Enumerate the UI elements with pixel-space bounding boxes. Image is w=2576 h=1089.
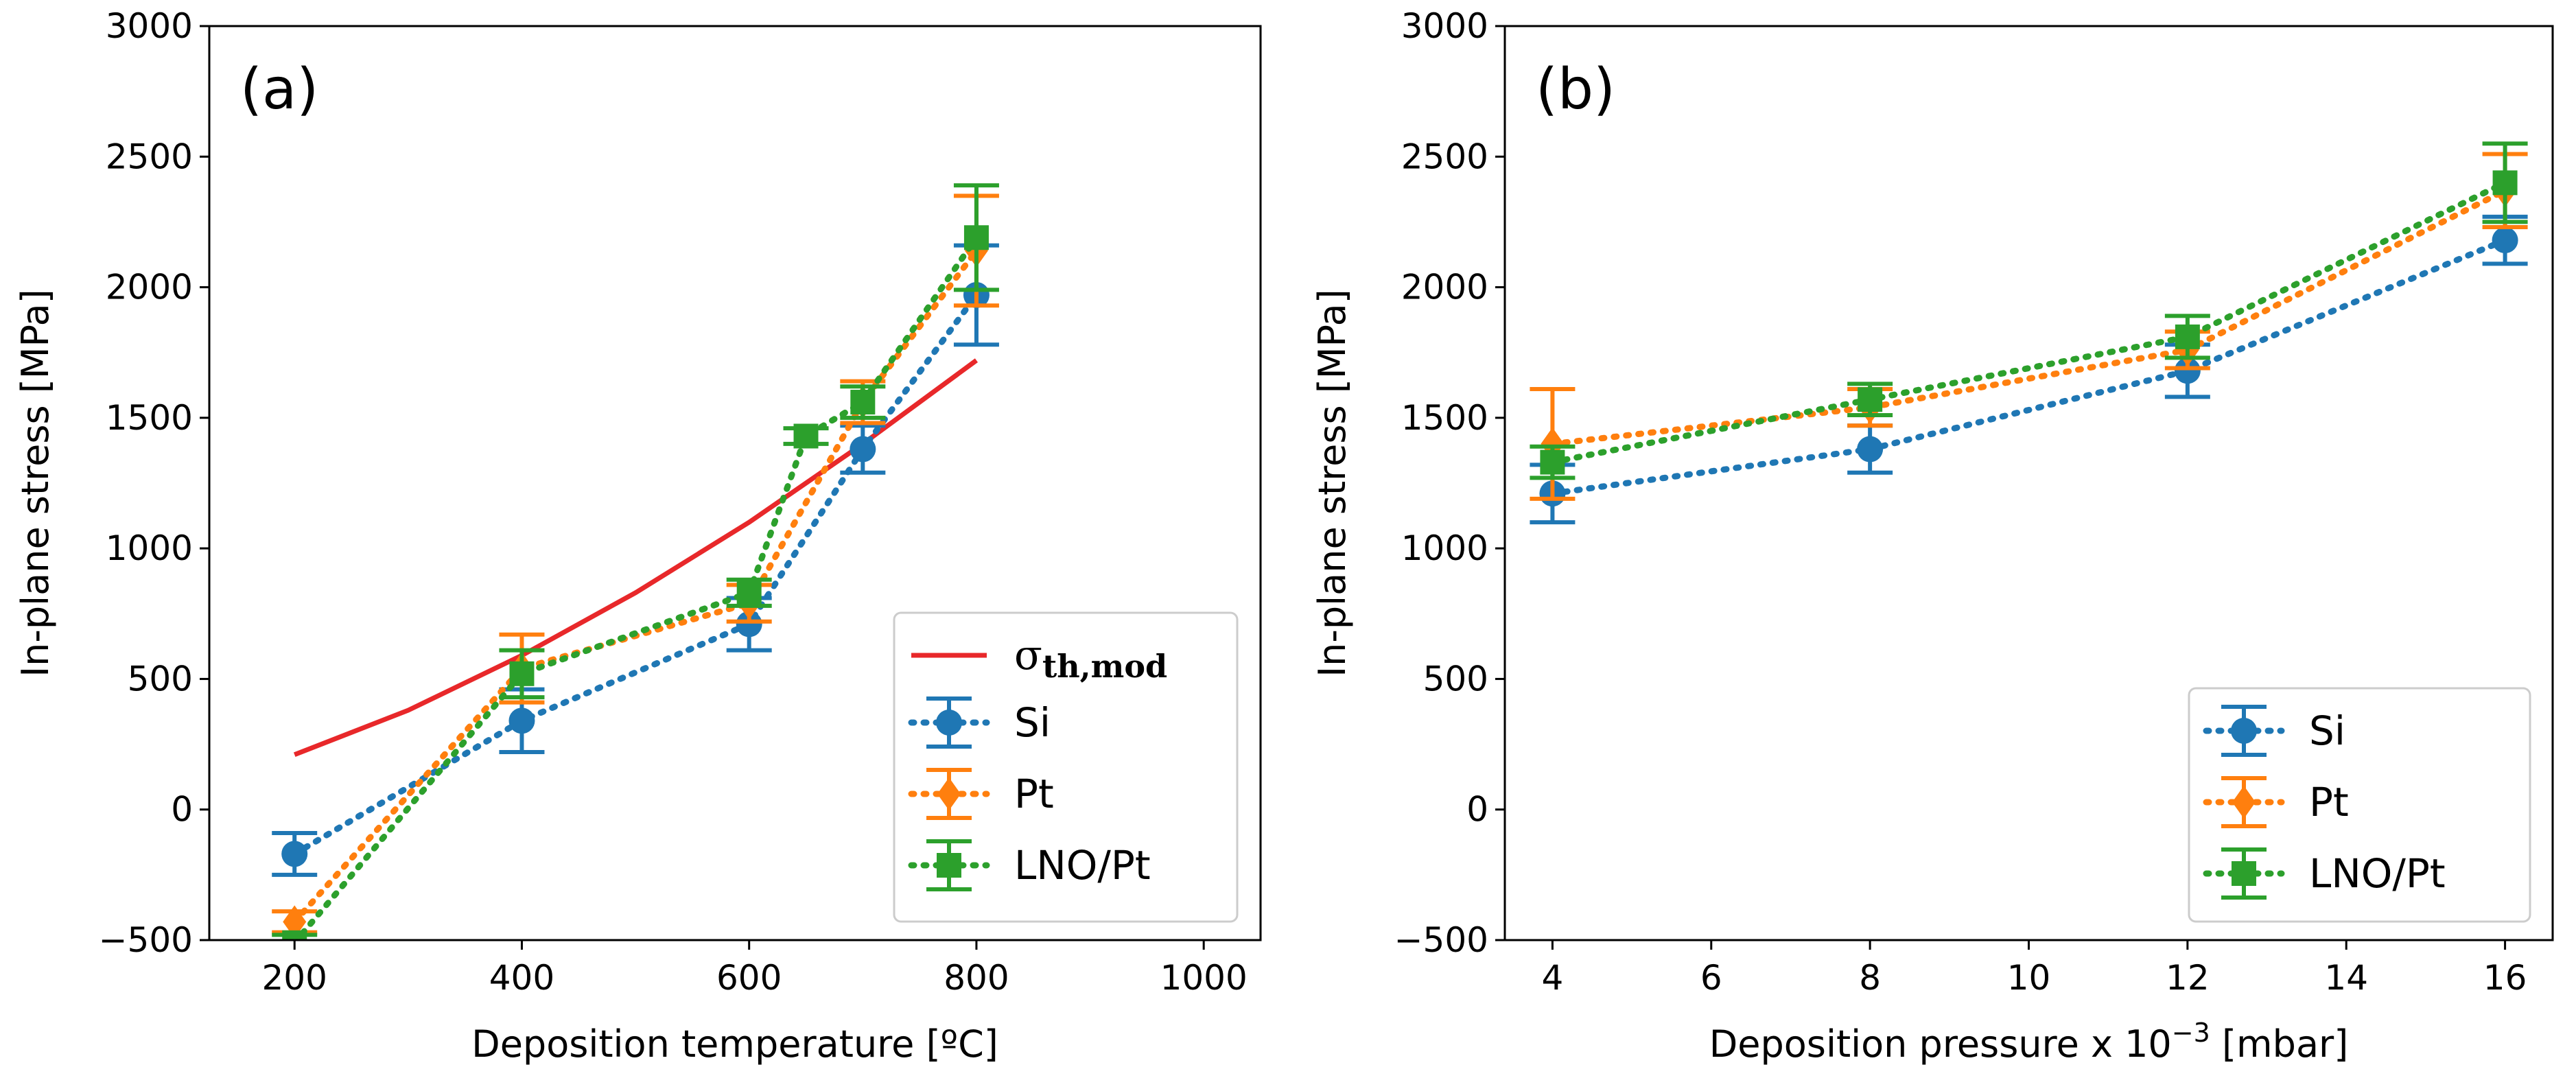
- x-tick-label: 12: [2166, 958, 2210, 998]
- plot-area: [1530, 141, 2528, 525]
- plot-area: [272, 183, 999, 940]
- y-tick-label: 2000: [1401, 268, 1488, 307]
- legend-label-si: Si: [2309, 707, 2345, 754]
- data-point-lno-pt: [963, 225, 989, 250]
- series-lno-pt: [1530, 141, 2528, 480]
- data-point-lno-pt: [1540, 449, 1565, 475]
- series-line-pt: [291, 247, 980, 925]
- legend-handle-si: [908, 696, 990, 749]
- legend-label-si: Si: [1014, 699, 1051, 746]
- data-point-lno-pt: [2492, 170, 2518, 196]
- data-point-lno-pt: [736, 580, 762, 605]
- legend-marker-lno-pt: [2232, 861, 2256, 886]
- y-tick-label: 0: [171, 790, 193, 830]
- series-pt: [272, 194, 999, 939]
- legend-label-sigma: σ: [1014, 631, 1042, 679]
- y-tick-label: −500: [99, 920, 193, 960]
- y-tick-label: 3000: [106, 6, 193, 46]
- x-axis-label-main: Deposition temperature [ºC]: [471, 1022, 998, 1066]
- x-tick-label: 800: [944, 958, 1009, 998]
- legend-marker-pt: [937, 777, 961, 810]
- data-point-si: [736, 611, 762, 637]
- y-tick-label: 0: [1466, 790, 1488, 830]
- legend-handle-si: [2203, 705, 2285, 757]
- y-tick-label: 500: [1423, 659, 1488, 699]
- y-tick-label: 500: [128, 659, 193, 699]
- y-tick-label: −500: [1394, 920, 1488, 960]
- y-tick-label: 1500: [1401, 398, 1488, 438]
- data-point-lno-pt: [509, 661, 535, 686]
- x-tick-label: 8: [1859, 958, 1881, 998]
- y-tick-label: 1500: [106, 398, 193, 438]
- data-point-pt: [283, 905, 307, 939]
- y-tick-label: 1000: [106, 528, 193, 568]
- y-axis-label: In-plane stress [MPa]: [14, 289, 57, 677]
- x-tick-label: 600: [716, 958, 782, 998]
- panel-label: (b): [1536, 57, 1615, 122]
- data-point-si: [508, 707, 535, 734]
- x-tick-label: 400: [489, 958, 554, 998]
- data-point-lno-pt: [850, 390, 876, 415]
- data-point-lno-pt: [1858, 387, 1883, 412]
- legend-label-model-line: σth,mod: [1014, 631, 1167, 685]
- x-axis-label-unit: [mbar]: [2210, 1022, 2348, 1066]
- y-axis-label: In-plane stress [MPa]: [1311, 289, 1354, 677]
- series-line-si: [291, 292, 980, 857]
- data-point-lno-pt: [2175, 324, 2200, 349]
- axes-frame: [208, 25, 1262, 941]
- panel-label: (a): [240, 57, 318, 122]
- legend-handle-lno-pt: [908, 839, 990, 891]
- data-point-si: [281, 841, 308, 867]
- panel-b: −500 0 500 1000 1500 2000 2500 3000 4 6 8 10 12 14 16 D…: [1311, 6, 2554, 1066]
- x-axis-label: Deposition temperature [ºC]: [471, 1022, 998, 1066]
- legend: Si Pt LNO/Pt: [2188, 687, 2531, 923]
- y-tick-label: 2500: [1401, 137, 1488, 176]
- panel-a: −500 0 500 1000 1500 2000 2500 3000 200 400 600 800…: [14, 6, 1262, 1066]
- y-tick-label: 3000: [1401, 6, 1488, 46]
- legend-handle-pt: [908, 768, 990, 820]
- x-axis-label-exponent: −3: [2172, 1018, 2210, 1048]
- y-tick-label: 2000: [106, 268, 193, 307]
- x-tick-label: 4: [1542, 958, 1564, 998]
- x-axis-label-main: Deposition pressure x 10: [1709, 1022, 2172, 1066]
- y-tick-label: 1000: [1401, 528, 1488, 568]
- legend-marker-si: [936, 710, 962, 736]
- legend-label-pt: Pt: [2309, 779, 2349, 825]
- legend-box: [893, 611, 1239, 923]
- data-point-si: [2492, 227, 2518, 254]
- legend: σth,mod Si Pt LNO/Pt: [893, 611, 1239, 923]
- legend-marker-pt: [2232, 786, 2256, 819]
- legend-handle-lno-pt: [2203, 847, 2285, 900]
- axes-frame: [1503, 25, 2554, 941]
- data-point-lno-pt: [793, 423, 819, 449]
- series-line-si: [1549, 237, 2509, 497]
- series-line-lno-pt: [1549, 179, 2509, 466]
- x-tick-label: 16: [2483, 958, 2527, 998]
- x-tick-label: 200: [261, 958, 327, 998]
- legend-marker-si: [2231, 718, 2257, 744]
- series-pt: [1530, 152, 2528, 501]
- legend-label-lno-pt: LNO/Pt: [1014, 842, 1151, 889]
- series-line-pt: [1549, 187, 2509, 447]
- data-point-si: [850, 436, 876, 462]
- series-lno-pt: [272, 183, 999, 940]
- legend-label-lno-pt: LNO/Pt: [2309, 850, 2446, 897]
- series-line-lno-pt: [292, 234, 980, 940]
- data-point-lno-pt: [282, 930, 307, 940]
- data-point-si: [1857, 436, 1884, 462]
- y-tick-label: 2500: [106, 137, 193, 176]
- x-tick-label: 14: [2324, 958, 2368, 998]
- legend-marker-lno-pt: [937, 853, 961, 878]
- data-point-si: [2174, 358, 2201, 384]
- series-si: [272, 243, 999, 877]
- legend-handle-pt: [2203, 776, 2285, 828]
- legend-box: [2188, 687, 2531, 923]
- x-axis-label: Deposition pressure x 10−3 [mbar]: [1709, 1018, 2349, 1066]
- x-tick-label: 6: [1700, 958, 1722, 998]
- x-tick-label: 1000: [1160, 958, 1248, 998]
- x-tick-label: 10: [2007, 958, 2051, 998]
- legend-label-subscript: th,mod: [1042, 648, 1167, 685]
- legend-label-pt: Pt: [1014, 771, 1054, 817]
